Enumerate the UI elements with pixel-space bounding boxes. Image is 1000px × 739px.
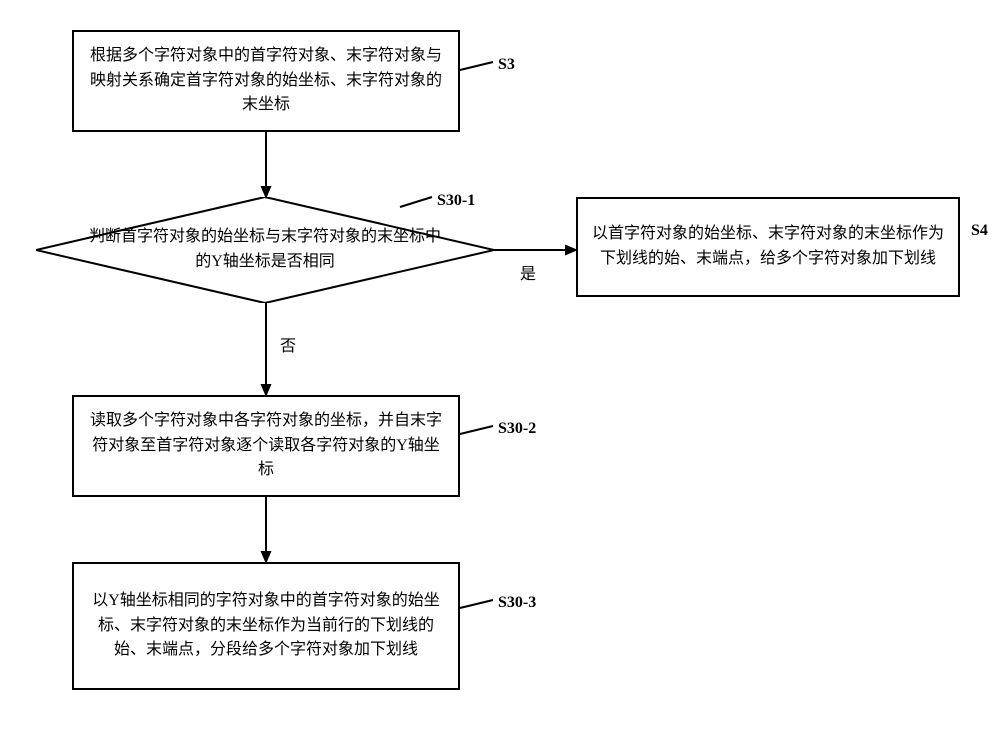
edges-layer	[0, 0, 1000, 739]
leader-line	[400, 197, 432, 207]
leader-line	[460, 600, 493, 608]
leader-line	[460, 426, 493, 434]
leader-line	[460, 62, 493, 70]
